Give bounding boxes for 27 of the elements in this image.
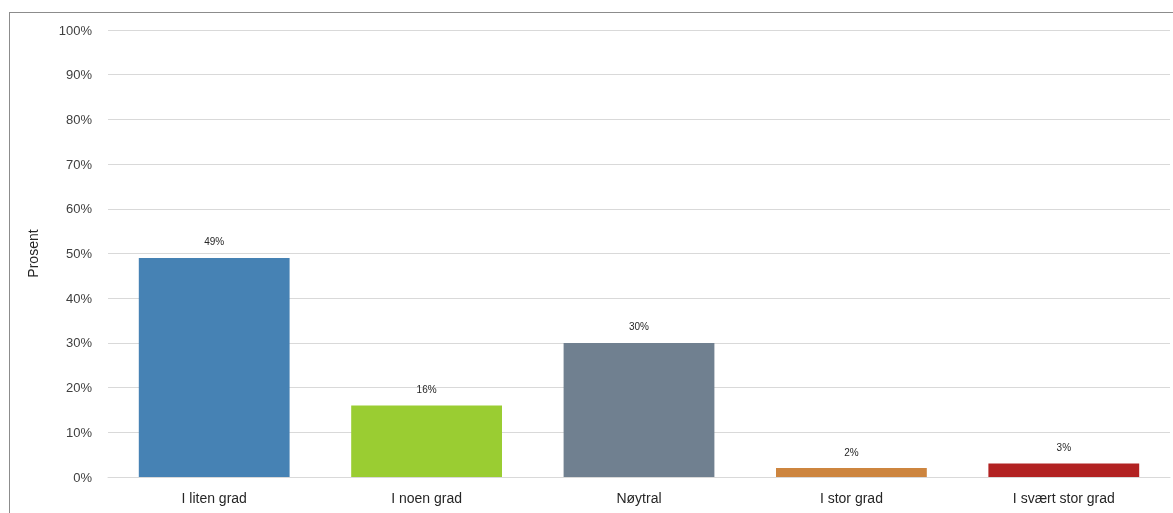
y-tick-label: 80% <box>65 111 93 127</box>
y-tick-label: 10% <box>65 424 93 440</box>
bar <box>351 405 502 477</box>
y-tick-label: 20% <box>65 380 93 396</box>
y-tick-label: 90% <box>65 67 93 83</box>
x-tick-label: I stor grad <box>819 490 883 506</box>
data-label: 49% <box>204 236 225 248</box>
x-tick-label: I noen grad <box>391 490 463 506</box>
y-tick-label: 40% <box>65 290 93 306</box>
bar <box>776 468 927 477</box>
x-tick-label: I svært stor grad <box>1012 490 1115 506</box>
y-tick-label: 50% <box>65 246 93 261</box>
bar <box>138 257 290 477</box>
y-tick-label: 100% <box>58 22 93 38</box>
y-tick-label: 70% <box>65 156 93 172</box>
bar <box>563 342 715 477</box>
data-label: 2% <box>844 446 859 458</box>
x-tick-label: Nøytral <box>616 490 662 506</box>
y-axis-title: Prosent <box>25 229 41 278</box>
x-tick-label: I liten grad <box>181 490 247 506</box>
data-label: 30% <box>628 321 650 333</box>
y-tick-label: 60% <box>65 201 93 217</box>
bar <box>988 463 1140 477</box>
y-tick-label: 0% <box>73 469 93 485</box>
data-label: 3% <box>1056 442 1072 454</box>
y-tick-label: 30% <box>65 335 93 351</box>
data-label: 16% <box>416 383 437 395</box>
